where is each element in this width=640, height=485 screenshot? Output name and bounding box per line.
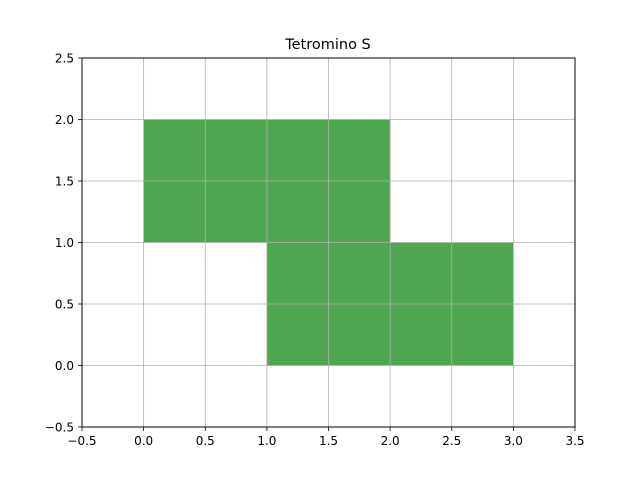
y-tick-label-4: 1.5 <box>55 175 74 189</box>
x-tick-label-2: 0.5 <box>196 434 215 448</box>
x-axis-ticks: −0.5 0.0 0.5 1.0 1.5 2.0 2.5 3.0 3.5 <box>67 427 585 448</box>
x-tick-label-7: 3.0 <box>504 434 523 448</box>
y-tick-label-3: 1.0 <box>55 236 74 250</box>
x-tick-label-6: 2.5 <box>442 434 461 448</box>
y-axis-ticks: −0.5 0.0 0.5 1.0 1.5 2.0 2.5 <box>45 52 82 435</box>
grid-lines <box>81 57 576 428</box>
x-tick-label-5: 2.0 <box>381 434 400 448</box>
x-tick-label-3: 1.0 <box>257 434 276 448</box>
y-tick-label-1: 0.0 <box>55 359 74 373</box>
y-tick-label-0: −0.5 <box>45 421 74 435</box>
x-tick-label-4: 1.5 <box>319 434 338 448</box>
y-tick-label-5: 2.0 <box>55 113 74 127</box>
x-tick-label-1: 0.0 <box>134 434 153 448</box>
x-tick-label-0: −0.5 <box>67 434 96 448</box>
x-tick-label-8: 3.5 <box>565 434 584 448</box>
y-tick-label-6: 2.5 <box>55 52 74 66</box>
y-tick-label-2: 0.5 <box>55 298 74 312</box>
chart-title: Tetromino S <box>284 37 371 53</box>
